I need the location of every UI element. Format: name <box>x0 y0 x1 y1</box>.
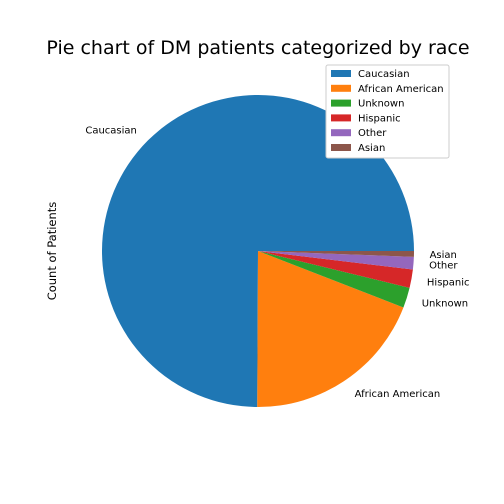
legend-label-unknown: Unknown <box>358 99 404 110</box>
chart-title: Pie chart of DM patients categorized by … <box>46 37 469 59</box>
legend-swatch-hispanic <box>331 114 351 122</box>
legend-label-hispanic: Hispanic <box>358 113 401 124</box>
legend-swatch-asian <box>331 144 351 151</box>
slice-label-african-american: African American <box>355 389 441 400</box>
legend-swatch-other <box>331 129 351 137</box>
legend-label-other: Other <box>358 128 387 139</box>
slice-label-asian: Asian <box>430 250 457 261</box>
pie-slices <box>102 95 415 408</box>
legend-frame <box>325 64 450 159</box>
legend-label-caucasian: Caucasian <box>358 69 410 80</box>
pie-slice-asian <box>258 251 414 257</box>
legend-swatch-unknown <box>331 99 351 107</box>
slice-label-unknown: Unknown <box>422 298 468 309</box>
pie-slice-unknown <box>258 251 410 308</box>
slice-label-caucasian: Caucasian <box>85 125 137 136</box>
legend: Caucasian African American Unknown Hispanic… <box>325 64 450 159</box>
slice-label-hispanic: Hispanic <box>427 278 470 289</box>
slice-labels: Caucasian African American Unknown Hispanic… <box>85 125 469 399</box>
pie-slice-african-american <box>257 251 404 408</box>
pie-slice-caucasian <box>102 95 415 408</box>
pie-slice-hispanic <box>258 251 413 288</box>
y-axis-label: Count of Patients <box>45 202 59 301</box>
legend-label-asian: Asian <box>358 143 385 154</box>
legend-swatch-caucasian <box>331 70 351 77</box>
legend-label-african-american: African American <box>358 84 444 95</box>
pie-slice-other <box>258 251 414 270</box>
legend-swatch-african-american <box>331 84 351 92</box>
slice-label-other: Other <box>429 261 458 272</box>
